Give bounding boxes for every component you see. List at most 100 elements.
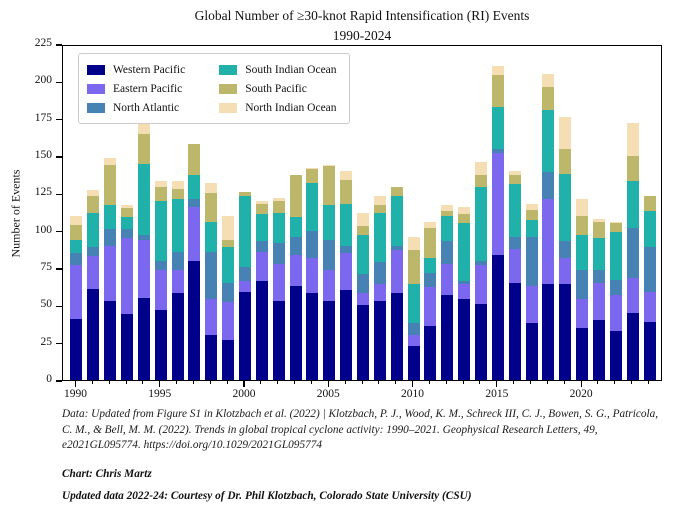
x-minor-tick [361, 381, 363, 384]
y-tick-label: 0 [46, 373, 52, 385]
bar-1997 [188, 144, 201, 380]
bar-2014 [474, 162, 487, 380]
bar-segment [255, 214, 268, 242]
bar-segment [390, 250, 403, 294]
bar-segment [508, 170, 521, 176]
bar-segment [289, 175, 302, 218]
bar-segment [306, 293, 319, 380]
bar-segment [154, 181, 167, 188]
bar-segment [609, 232, 622, 280]
x-minor-tick [445, 381, 447, 384]
bar-segment [525, 209, 538, 221]
bar-segment [222, 215, 235, 240]
bar-segment [323, 166, 336, 206]
x-minor-tick [108, 381, 110, 384]
bar-segment [576, 269, 589, 300]
bar-segment [323, 239, 336, 270]
x-minor-tick [344, 381, 346, 384]
x-minor-tick [192, 381, 194, 384]
bar-2012 [441, 205, 454, 380]
bar-segment [542, 109, 555, 173]
bar-segment [424, 326, 437, 380]
bar-1992 [104, 157, 117, 380]
bar-segment [306, 230, 319, 258]
chart-title-line1: Global Number of ≥30-knot Rapid Intensif… [194, 8, 530, 23]
bar-segment [441, 294, 454, 380]
x-major-tick [327, 381, 329, 387]
bar-2013 [458, 206, 471, 380]
bars-layer [63, 46, 661, 380]
bar-segment [626, 227, 639, 279]
bar-segment [205, 251, 218, 300]
bar-segment [357, 274, 369, 294]
bar-segment [474, 260, 487, 266]
bar-segment [441, 205, 454, 212]
bar-segment [643, 321, 656, 380]
bar-segment [137, 123, 150, 134]
bar-1996 [171, 181, 184, 380]
bar-segment [222, 282, 235, 303]
bar-segment [104, 245, 117, 301]
bar-2020 [576, 199, 589, 380]
bar-segment [357, 293, 369, 306]
bar-segment [289, 236, 302, 255]
x-minor-tick [176, 381, 178, 384]
bar-segment [340, 170, 353, 180]
bar-segment [458, 284, 471, 300]
bar-segment [373, 300, 386, 380]
bar-segment [458, 299, 471, 380]
bar-segment [205, 221, 218, 252]
y-tick-label: 150 [34, 149, 52, 161]
bar-segment [154, 269, 167, 310]
bar-segment [491, 75, 504, 107]
bar-segment [508, 184, 521, 237]
bar-segment [525, 323, 538, 380]
bar-segment [323, 269, 336, 301]
bar-segment [306, 257, 319, 294]
bar-segment [171, 181, 184, 189]
x-minor-tick [513, 381, 515, 384]
x-minor-tick [142, 381, 144, 384]
legend-label: North Atlantic [113, 101, 180, 114]
bar-segment [289, 217, 302, 237]
bar-segment [576, 235, 589, 270]
bar-segment [508, 282, 521, 380]
x-major-tick [74, 381, 77, 387]
bar-segment [542, 199, 555, 285]
x-tick-label: 2000 [232, 388, 256, 400]
bar-segment [137, 163, 150, 236]
bar-segment [643, 247, 656, 292]
bar-2019 [559, 117, 572, 380]
legend-swatch-icon [87, 102, 105, 113]
bar-segment [424, 221, 437, 228]
y-tick-label: 100 [34, 223, 52, 236]
bar-2004 [306, 167, 319, 380]
bar-segment [525, 220, 538, 237]
bar-segment [104, 300, 117, 380]
bar-segment [289, 285, 302, 380]
bar-segment [289, 254, 302, 286]
bar-segment [154, 200, 167, 261]
bar-segment [137, 235, 150, 240]
bar-segment [239, 266, 252, 282]
bar-segment [373, 196, 386, 206]
bar-segment [137, 239, 150, 298]
bar-segment [357, 212, 369, 227]
legend-item: Western Pacific [87, 64, 185, 76]
bar-segment [525, 285, 538, 324]
bar-2008 [373, 196, 386, 380]
bar-segment [171, 251, 184, 270]
legend-item: North Atlantic [87, 102, 185, 114]
x-minor-tick [479, 381, 481, 384]
bar-segment [87, 190, 100, 197]
x-minor-tick [277, 381, 279, 384]
footer: Data: Updated from Figure S1 in Klotzbac… [62, 407, 666, 502]
bar-1995 [154, 181, 167, 380]
legend-item: North Indian Ocean [219, 102, 337, 114]
x-major-tick [580, 381, 582, 387]
bar-segment [171, 269, 184, 294]
bar-segment [390, 293, 403, 380]
x-minor-tick [631, 381, 633, 384]
bar-2005 [323, 165, 336, 380]
bar-segment [121, 229, 134, 239]
